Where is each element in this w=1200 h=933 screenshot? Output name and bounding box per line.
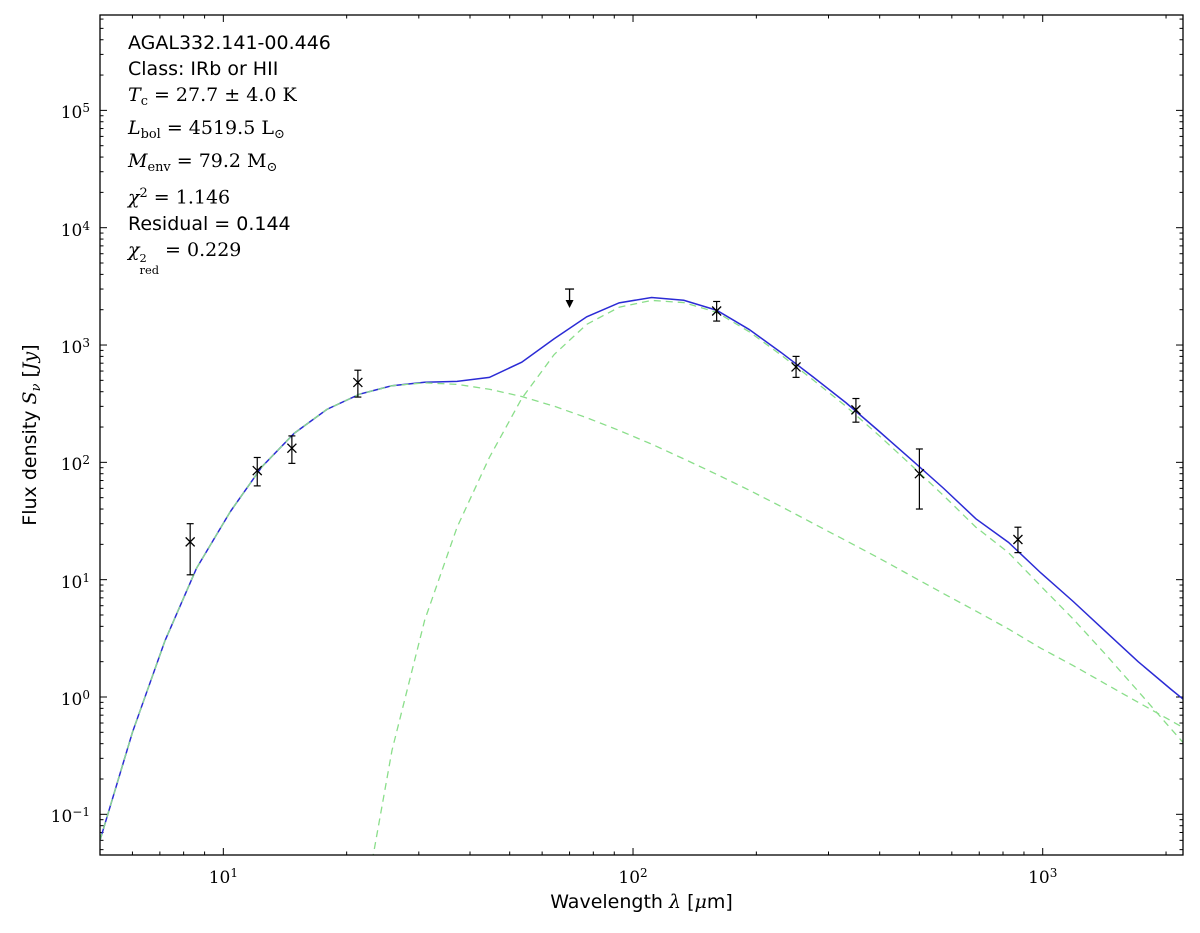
- x-marker: [286, 443, 297, 454]
- annotation-line: χ 2 red = 0.229: [128, 238, 242, 278]
- warm-component-curve: [100, 382, 1183, 841]
- x-marker: [252, 465, 263, 476]
- x-tick-label: 101: [208, 866, 238, 888]
- cold-component-curve: [372, 299, 1183, 855]
- data-point: [286, 435, 297, 464]
- data-point: [914, 448, 925, 510]
- annotation-line: AGAL332.141-00.446: [128, 32, 331, 54]
- y-tick-label: 105: [60, 101, 90, 124]
- x-marker: [914, 468, 925, 479]
- annotation-line: Class: IRb or HII: [128, 58, 279, 80]
- plot-frame: [99, 14, 1184, 856]
- annotation-line: Tc = 27.7 ± 4.0 K: [128, 84, 297, 110]
- x-marker: [850, 404, 861, 415]
- y-tick-label: 101: [60, 570, 90, 593]
- data-point: [850, 397, 861, 423]
- x-marker: [711, 306, 722, 316]
- y-tick-label: 10−1: [50, 805, 90, 828]
- data-point: [1012, 526, 1023, 554]
- x-marker: [185, 536, 196, 547]
- data-point: [252, 456, 263, 487]
- annotation-line: Residual = 0.144: [128, 212, 291, 235]
- data-point: [352, 369, 363, 398]
- x-tick-label: 103: [1028, 866, 1058, 888]
- y-tick-label: 104: [60, 218, 90, 241]
- x-axis-label: Wavelength λ [μm]: [550, 891, 733, 913]
- annotation-block: AGAL332.141-00.446 Class: IRb or HII Tc = …: [128, 30, 331, 277]
- data-point: [791, 355, 802, 378]
- upper-limit-arrow: [565, 288, 575, 309]
- annotation-line: χ2 = 1.146: [128, 186, 231, 209]
- y-tick-label: 103: [60, 336, 90, 359]
- total-model-fit-curve: [100, 296, 1183, 841]
- annotation-line: Lbol = 4519.5 L⊙: [128, 117, 285, 143]
- data-point: [711, 300, 722, 322]
- x-marker: [352, 377, 363, 388]
- y-tick-label: 100: [60, 687, 90, 710]
- annotation-line: Menv = 79.2 M⊙: [128, 150, 278, 176]
- y-axis-label: Flux density Sν [Jy]: [19, 344, 45, 526]
- data-point: [185, 523, 196, 576]
- y-tick-label: 102: [60, 453, 90, 476]
- x-marker: [1012, 534, 1023, 545]
- x-tick-label: 102: [618, 866, 648, 888]
- x-marker: [791, 362, 802, 372]
